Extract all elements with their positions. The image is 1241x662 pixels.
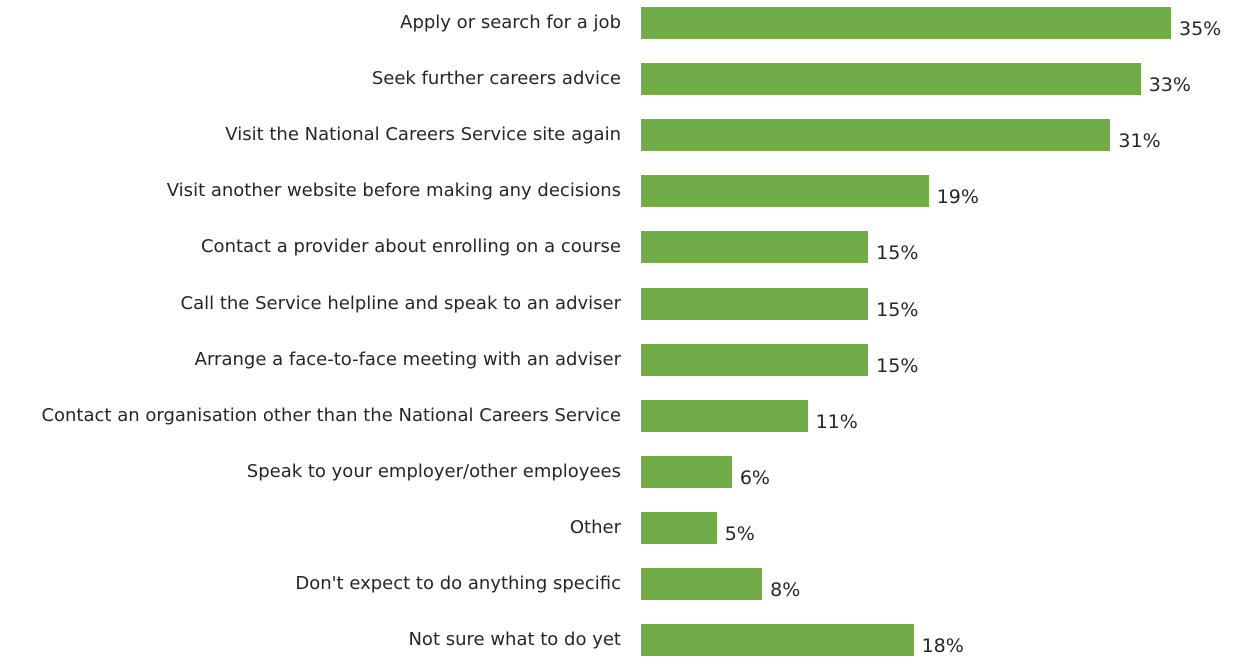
bar <box>641 175 929 208</box>
bar-row: Not sure what to do yet 18% <box>0 624 1241 657</box>
value-label: 33% <box>1148 74 1191 97</box>
value-label: 18% <box>921 635 964 658</box>
bar <box>641 287 869 320</box>
category-label: Arrange a face-to-face meeting with an a… <box>194 348 621 370</box>
category-label: Call the Service helpline and speak to a… <box>180 292 622 314</box>
value-label: 6% <box>739 466 770 489</box>
bar <box>641 119 1111 152</box>
bar-row: Speak to your employer/other employees 6% <box>0 455 1241 489</box>
value-label: 8% <box>770 579 801 601</box>
value-label: 15% <box>876 354 919 377</box>
bar <box>641 7 1171 39</box>
bar <box>641 343 869 376</box>
category-label: Contact an organisation other than the N… <box>41 404 621 426</box>
category-label: Apply or search for a job <box>400 12 621 33</box>
category-label: Visit another website before making any … <box>166 180 621 202</box>
category-label: Seek further careers advice <box>371 68 621 90</box>
bar-row: Don't expect to do anything specific 8% <box>0 568 1241 601</box>
value-label: 15% <box>876 242 919 265</box>
bar-row: Visit another website before making any … <box>0 175 1241 208</box>
bar-row: Arrange a face-to-face meeting with an a… <box>0 343 1241 377</box>
value-label: 11% <box>815 410 858 433</box>
bar <box>641 624 914 657</box>
bar <box>641 399 808 432</box>
bar <box>641 455 732 488</box>
category-label: Contact a provider about enrolling on a … <box>200 236 621 258</box>
bar <box>641 231 869 264</box>
category-label: Other <box>569 516 621 538</box>
bar-row: Seek further careers advice 33% <box>0 63 1241 96</box>
bar-row: Apply or search for a job 35% <box>0 7 1241 40</box>
value-label: 31% <box>1118 130 1161 153</box>
value-label: 5% <box>724 522 755 545</box>
bar-row: Contact a provider about enrolling on a … <box>0 231 1241 264</box>
category-label: Don't expect to do anything specific <box>295 573 621 594</box>
bar <box>641 568 763 600</box>
value-label: 19% <box>936 186 979 209</box>
bar-row: Other 5% <box>0 511 1241 545</box>
value-label: 15% <box>876 298 919 321</box>
category-label: Speak to your employer/other employees <box>246 460 621 482</box>
category-label: Visit the National Careers Service site … <box>225 124 621 146</box>
bar-row: Call the Service helpline and speak to a… <box>0 287 1241 321</box>
bar-row: Visit the National Careers Service site … <box>0 119 1241 152</box>
bar <box>641 511 717 544</box>
bar <box>641 63 1141 96</box>
category-label: Not sure what to do yet <box>408 629 621 651</box>
value-label: 35% <box>1179 18 1222 40</box>
bar-row: Contact an organisation other than the N… <box>0 399 1241 433</box>
